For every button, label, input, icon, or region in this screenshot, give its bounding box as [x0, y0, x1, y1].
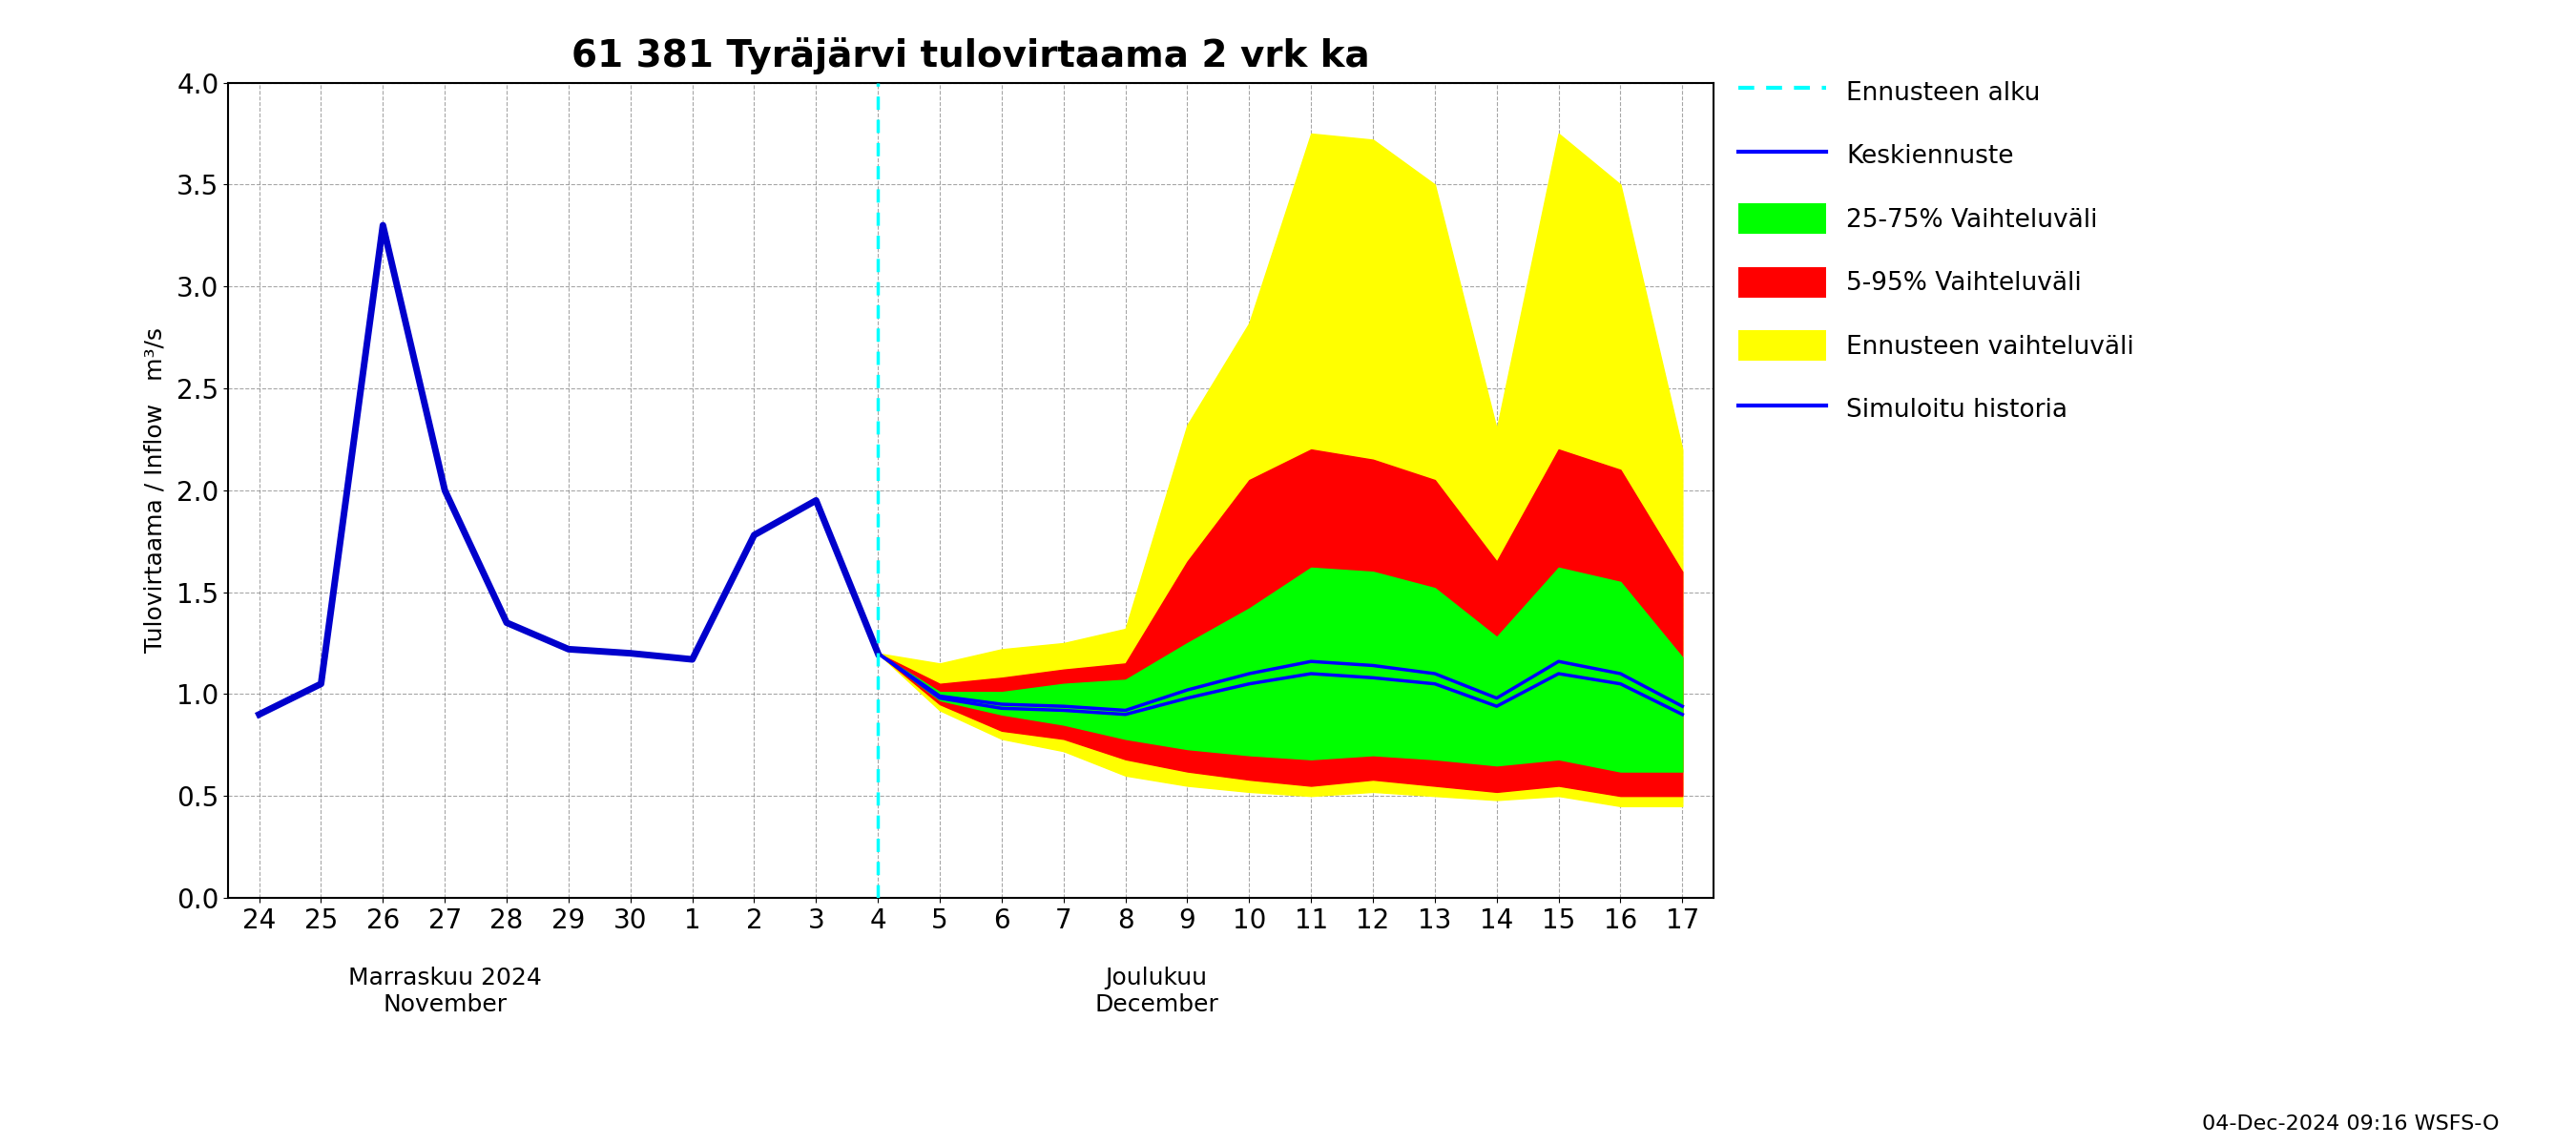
Title: 61 381 Tyräjärvi tulovirtaama 2 vrk ka: 61 381 Tyräjärvi tulovirtaama 2 vrk ka: [572, 37, 1370, 74]
Text: Marraskuu 2024
November: Marraskuu 2024 November: [348, 966, 541, 1017]
Text: 04-Dec-2024 09:16 WSFS-O: 04-Dec-2024 09:16 WSFS-O: [2202, 1114, 2499, 1134]
Legend: Ennusteen alku, Keskiennuste, 25-75% Vaihteluväli, 5-95% Vaihteluväli, Ennusteen: Ennusteen alku, Keskiennuste, 25-75% Vai…: [1728, 66, 2143, 434]
Y-axis label: Tulovirtaama / Inflow   m³/s: Tulovirtaama / Inflow m³/s: [144, 327, 165, 653]
Text: Joulukuu
December: Joulukuu December: [1095, 966, 1218, 1017]
